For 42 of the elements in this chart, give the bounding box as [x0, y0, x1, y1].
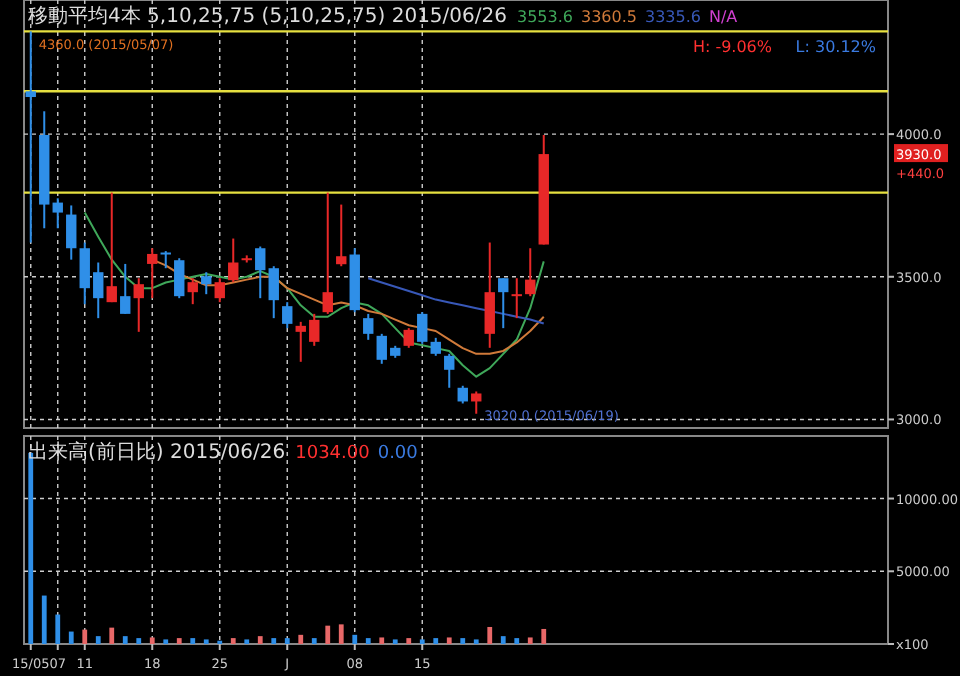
bar	[149, 637, 155, 644]
bar	[298, 634, 304, 644]
bar	[433, 638, 439, 644]
bar	[55, 614, 61, 644]
bar	[190, 638, 196, 644]
bar	[271, 638, 277, 644]
annotation: L: 30.12%	[795, 38, 877, 56]
bar	[365, 638, 371, 644]
bar	[406, 638, 412, 644]
bar	[122, 636, 128, 644]
line-series	[83, 211, 545, 378]
annotation: 0.00	[377, 444, 419, 464]
bar	[68, 631, 74, 644]
bar	[500, 636, 506, 644]
chart-title: 出来高(前日比) 2015/06/26	[28, 440, 286, 464]
bar	[446, 637, 452, 644]
bar	[95, 636, 101, 644]
bar	[487, 626, 493, 644]
bar	[514, 638, 520, 644]
annotation: N/A	[708, 8, 739, 26]
bar	[41, 595, 47, 644]
bar	[176, 638, 182, 644]
bar	[379, 637, 385, 644]
text: 3553.6	[516, 8, 573, 26]
annotation: H: -9.06%	[692, 38, 773, 56]
text: 3360.5	[580, 8, 637, 26]
text: 3335.6	[644, 8, 701, 26]
bar	[82, 629, 88, 644]
bar	[284, 638, 290, 644]
bar	[311, 638, 317, 644]
bar	[352, 634, 358, 644]
bar	[541, 628, 547, 644]
chart-title: 移動平均4本 5,10,25,75 (5,10,25,75) 2015/06/26	[28, 4, 507, 28]
bar	[325, 625, 331, 644]
bar	[230, 638, 236, 644]
bar	[338, 624, 344, 644]
bar	[109, 627, 115, 644]
bar	[527, 637, 533, 644]
bar	[460, 638, 466, 644]
bar	[257, 636, 263, 644]
bar	[136, 638, 142, 644]
annotation: 1034.00	[295, 444, 371, 464]
